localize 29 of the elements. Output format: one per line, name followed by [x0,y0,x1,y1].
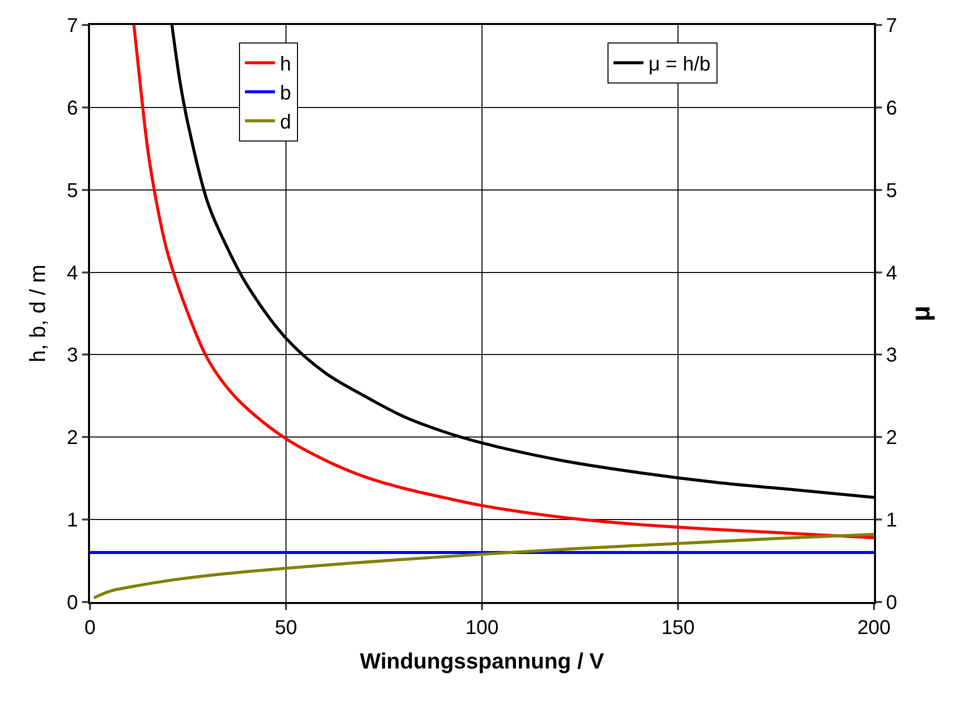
y2-tick-label: 3 [886,344,898,367]
legend-label: b [280,82,292,105]
x-tick-label: 100 [465,617,499,639]
y2-tick-label: 6 [886,97,898,120]
legend-label: d [280,112,292,134]
legend-label: h [280,54,292,76]
y-tick-label: 7 [66,15,78,37]
x-tick-label: 50 [274,617,298,639]
y2-axis-title: μ [905,306,936,322]
y2-tick-label: 2 [886,427,898,450]
y-tick-label: 2 [66,427,78,450]
y-axis-title: h, b, d / m [25,264,50,362]
y-tick-label: 5 [66,180,78,202]
y2-tick-label: 7 [886,15,898,37]
y2-tick-label: 1 [886,510,898,532]
y2-tick-label: 4 [886,262,898,284]
x-tick-label: 0 [84,617,96,639]
y-tick-label: 3 [66,344,78,367]
y-tick-label: 0 [66,592,78,614]
y2-tick-label: 5 [886,180,898,202]
x-tick-label: 150 [661,617,695,639]
x-tick-label: 200 [857,617,891,639]
y2-tick-label: 0 [886,592,898,614]
y-tick-label: 1 [66,510,78,532]
line-series [92,532,874,600]
legend-label: μ = h/b [648,54,711,76]
x-axis-title: Windungsspannung / V [360,648,604,674]
y-tick-label: 4 [66,262,78,284]
y-tick-label: 6 [66,97,78,120]
